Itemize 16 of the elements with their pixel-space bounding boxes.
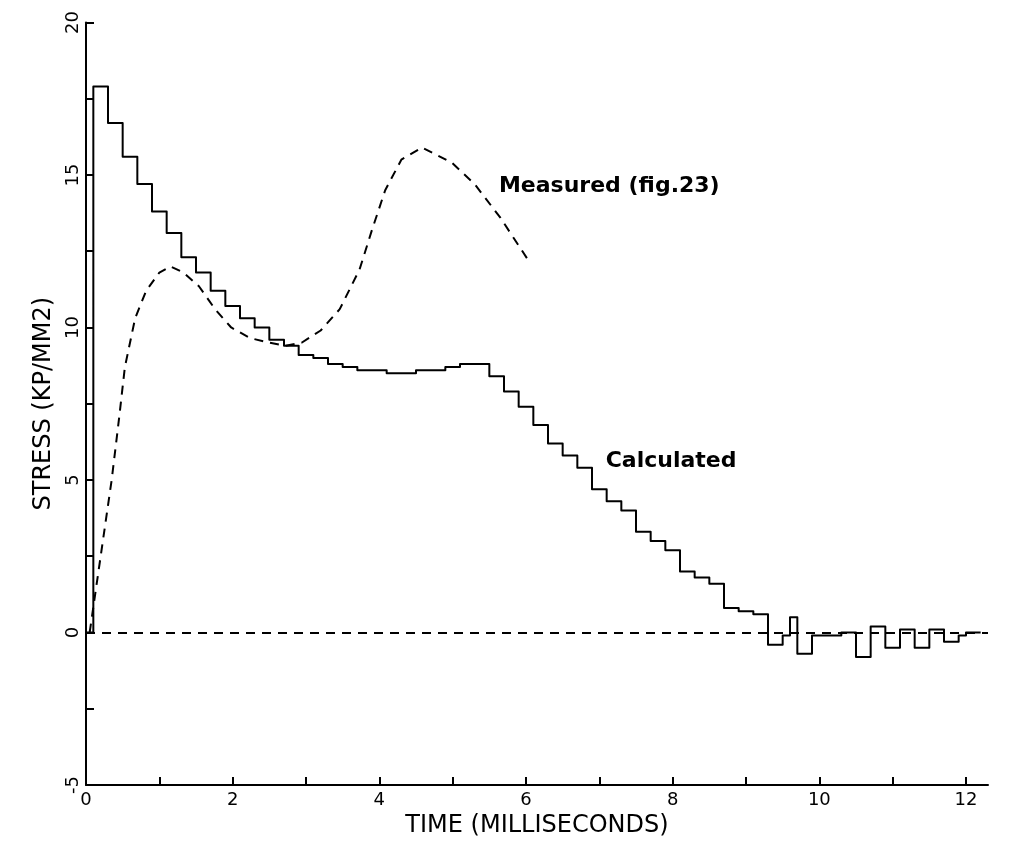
x-tick-label: 6 [520,787,532,809]
x-tick-label: 10 [807,787,831,809]
series-label: Measured (fig.23) [498,172,720,198]
y-tick-label: 10 [60,316,82,339]
y-tick-label: 15 [60,163,82,187]
y-tick-label: 0 [60,626,82,639]
x-tick-label: 2 [226,787,239,809]
y-axis-title: STRESS (KP/MM2) [28,296,56,511]
x-tick-label: 12 [954,787,978,809]
x-tick-label: 8 [666,787,679,809]
x-tick-label: 4 [373,787,386,809]
y-tick-label: 20 [60,11,82,34]
y-tick-label: -5 [60,776,82,794]
y-tick-label: 5 [60,474,82,486]
x-axis-title: TIME (MILLISECONDS) [404,809,669,838]
series-label: Calculated [605,447,737,473]
